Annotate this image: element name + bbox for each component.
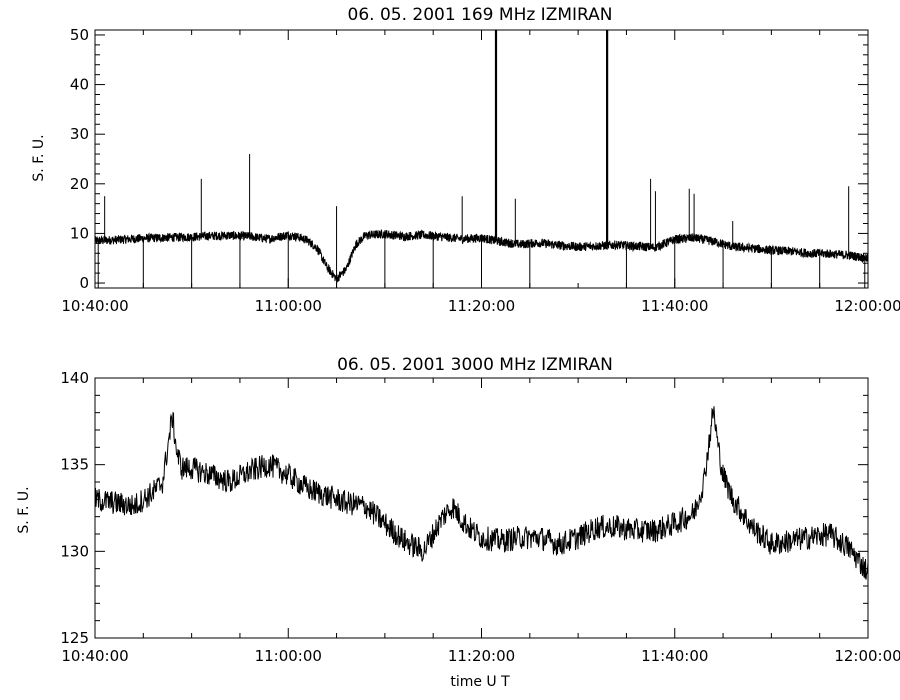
x-tick-label: 11:40:00: [641, 647, 708, 665]
x-tick-label: 10:40:00: [61, 297, 128, 315]
y-tick-label: 0: [79, 274, 89, 292]
chart-3000mhz: 06. 05. 2001 3000 MHz IZMIRAN S. F. U. 1…: [16, 355, 900, 690]
x-tick-label: 11:40:00: [641, 297, 708, 315]
y-tick-label: 50: [70, 26, 89, 44]
y-axis-label: S. F. U.: [16, 486, 32, 533]
y-tick-label: 140: [60, 369, 89, 387]
x-tick-label: 11:00:00: [255, 297, 322, 315]
chart-169mhz: 06. 05. 2001 169 MHz IZMIRAN S. F. U. 10…: [31, 5, 900, 315]
x-tick-label: 11:20:00: [448, 297, 515, 315]
x-tick-label: 11:20:00: [448, 647, 515, 665]
x-tick-label: 10:40:00: [61, 647, 128, 665]
ticks: 10:40:00 11:00:00 11:20:00 11:40:00 12:00:00…: [60, 369, 900, 665]
series-line-3000mhz: [94, 406, 869, 580]
y-tick-label: 40: [70, 76, 89, 94]
series-line-169mhz: [94, 229, 869, 283]
ticks: 10:40:00 11:00:00 11:20:00 11:40:00 12:00:00…: [61, 26, 900, 315]
y-axis-label: S. F. U.: [31, 134, 47, 181]
chart-title: 06. 05. 2001 169 MHz IZMIRAN: [348, 5, 613, 25]
y-tick-label: 135: [60, 456, 89, 474]
x-tick-label: 11:00:00: [255, 647, 322, 665]
y-tick-label: 125: [60, 629, 89, 647]
y-tick-label: 30: [70, 125, 89, 143]
plot-frame: [94, 377, 869, 639]
chart-title: 06. 05. 2001 3000 MHz IZMIRAN: [337, 355, 613, 375]
x-axis-label: time U T: [450, 674, 510, 690]
x-tick-label: 12:00:00: [834, 297, 900, 315]
spikes: [97, 30, 866, 288]
y-tick-label: 130: [60, 542, 89, 560]
y-tick-label: 20: [70, 175, 89, 193]
y-tick-label: 10: [70, 224, 89, 242]
x-tick-label: 12:00:00: [834, 647, 900, 665]
